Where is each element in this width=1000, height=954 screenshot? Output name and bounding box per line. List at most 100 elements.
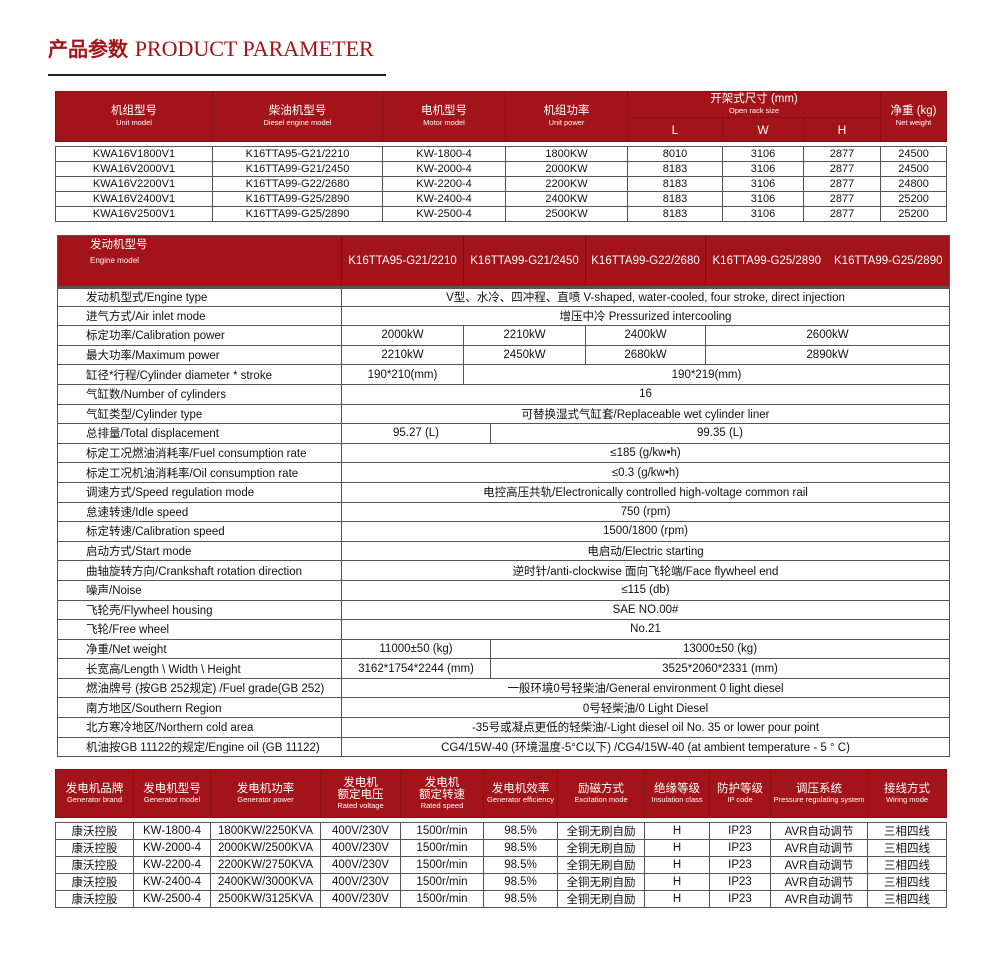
subheader-l: L bbox=[627, 117, 723, 142]
table-cell: K16TTA99-G25/2890 bbox=[212, 191, 383, 207]
table-row: KWA16V2000V1 K16TTA99-G21/2450 KW-2000-4 20… bbox=[55, 161, 948, 177]
spec-label: 曲轴旋转方向/Crankshaft rotation direction bbox=[58, 561, 342, 580]
subheader-w: W bbox=[722, 117, 804, 142]
spec-value: V型、水冷、四冲程、直喷 V-shaped, water-cooled, fou… bbox=[446, 292, 845, 305]
table-cell: KWA16V2500V1 bbox=[55, 206, 213, 222]
spec-row: 飞轮壳/Flywheel housing SAE NO.00# bbox=[58, 599, 949, 620]
spec-label: 最大功率/Maximum power bbox=[58, 345, 342, 365]
engine-model-column: K16TTA99-G25/2890 bbox=[834, 255, 943, 267]
spec-label: 调速方式/Speed regulation mode bbox=[58, 482, 342, 502]
column-header-en: Net weight bbox=[895, 118, 932, 127]
engine-model-column: K16TTA95-G21/2210 bbox=[342, 236, 464, 286]
column-header: 发电机 额定电压 Rated voltage bbox=[320, 769, 401, 818]
spec-value: 750 (rpm) bbox=[620, 505, 671, 518]
spec-row: 进气方式/Air inlet mode 增压中冷 Pressurized inte… bbox=[58, 305, 949, 326]
column-header-cn: 开架式尺寸 (mm) bbox=[710, 93, 798, 105]
spec-row: 最大功率/Maximum power 2210kW 2450kW 2680kW 2890… bbox=[58, 344, 949, 365]
engine-model-column: K16TTA99-G22/2680 bbox=[586, 236, 706, 286]
spec-value: 95.27 (L) bbox=[342, 424, 491, 443]
title-en: PRODUCT PARAMETER bbox=[134, 36, 374, 61]
spec-row: 缸径*行程/Cylinder diameter * stroke 190*210(… bbox=[58, 364, 949, 384]
unit-model-table: 机组型号 Unit model 柴油机型号 Diesel engine model 电机… bbox=[55, 91, 948, 222]
spec-label: 标定功率/Calibration power bbox=[58, 326, 342, 345]
table-cell: KW-2200-4 bbox=[133, 856, 211, 874]
column-header-cn: 发电机品牌 bbox=[65, 782, 124, 795]
table-cell: 2400KW/3000KVA bbox=[210, 873, 321, 891]
spec-value: ≤185 (g/kw•h) bbox=[610, 447, 681, 460]
spec-row: 长宽高/Length \ Width \ Height 3162*1754*224… bbox=[58, 658, 949, 678]
table-cell: 400V/230V bbox=[320, 839, 401, 857]
spec-row: 燃油牌号 (按GB 252规定) /Fuel grade(GB 252) 一般环境… bbox=[58, 677, 949, 698]
column-header-en: Insulation class bbox=[651, 794, 703, 804]
column-header-cn: 电机型号 bbox=[421, 105, 467, 117]
table-cell: 400V/230V bbox=[320, 890, 401, 908]
table-cell: 98.5% bbox=[483, 890, 558, 908]
table-cell: AVR自动调节 bbox=[770, 839, 868, 857]
table-cell: 8010 bbox=[627, 146, 723, 162]
spec-value: 2600kW bbox=[806, 329, 849, 342]
generator-table: 发电机品牌 Generator brand 发电机型号 Generator model… bbox=[55, 769, 947, 908]
table-cell: 3106 bbox=[722, 146, 804, 162]
title-underline bbox=[48, 74, 386, 76]
column-header-en: Generator model bbox=[143, 794, 201, 804]
table-cell: 3106 bbox=[722, 191, 804, 207]
spec-label: 北方寒冷地区/Northern cold area bbox=[58, 718, 342, 737]
table-cell: 2877 bbox=[802, 146, 882, 162]
spec-value: SAE NO.00# bbox=[612, 603, 679, 616]
column-header-en: Open rack size bbox=[728, 106, 780, 115]
spec-row: 总排量/Total displacement 95.27 (L) 99.35 (L) bbox=[58, 423, 949, 443]
table-row: KWA16V2500V1 K16TTA99-G25/2890 KW-2500-4 25… bbox=[55, 206, 948, 222]
table-cell: K16TTA99-G25/2890 bbox=[212, 206, 383, 222]
table-cell: 3106 bbox=[722, 161, 804, 177]
engine-model-column: K16TTA99-G25/2890 K16TTA99-G25/2890 bbox=[706, 236, 949, 286]
table-cell: H bbox=[644, 822, 710, 840]
table-cell: IP23 bbox=[709, 890, 771, 908]
column-header-en: Wiring mode bbox=[885, 794, 929, 804]
table-cell: 2200KW bbox=[505, 176, 628, 192]
column-header-en: Unit model bbox=[116, 118, 152, 127]
table-cell: 全铜无刷自励 bbox=[557, 839, 645, 857]
engine-model-column: K16TTA99-G25/2890 bbox=[712, 255, 821, 267]
table-cell: 1500r/min bbox=[400, 839, 484, 857]
spec-label: 标定工况机油消耗率/Oil consumption rate bbox=[58, 463, 342, 482]
table-cell: IP23 bbox=[709, 822, 771, 840]
spec-value: 电启动/Electric starting bbox=[587, 546, 704, 559]
table-row: 康沃控股 KW-1800-4 1800KW/2250KVA 400V/230V 1500… bbox=[55, 822, 947, 840]
spec-label: 缸径*行程/Cylinder diameter * stroke bbox=[58, 365, 342, 384]
engine-model-header-cn: 发动机型号 bbox=[90, 239, 148, 251]
header-row: 发电机品牌 Generator brand 发电机型号 Generator model… bbox=[55, 769, 947, 818]
table-row: 康沃控股 KW-2000-4 2000KW/2500KVA 400V/230V 1500… bbox=[55, 839, 947, 857]
table-cell: KW-2500-4 bbox=[382, 206, 506, 222]
table-cell: 2500KW/3125KVA bbox=[210, 890, 321, 908]
spec-row: 曲轴旋转方向/Crankshaft rotation direction 逆时针/… bbox=[58, 560, 949, 580]
spec-row: 飞轮/Free wheel No.21 bbox=[58, 619, 949, 639]
column-header: 接线方式 Wiring mode bbox=[867, 769, 947, 818]
spec-label: 燃油牌号 (按GB 252规定) /Fuel grade(GB 252) bbox=[58, 678, 342, 698]
table-cell: KWA16V2200V1 bbox=[55, 176, 213, 192]
column-header-en: Generator efficiency bbox=[487, 794, 554, 804]
table-cell: KW-2500-4 bbox=[133, 890, 211, 908]
spec-row: 净重/Net weight 11000±50 (kg) 13000±50 (kg) bbox=[58, 638, 949, 659]
spec-value: 逆时针/anti-clockwise 面向飞轮端/Face flywheel e… bbox=[512, 565, 779, 578]
table-cell: 全铜无刷自励 bbox=[557, 873, 645, 891]
title-cn: 产品参数 bbox=[48, 37, 128, 61]
column-header-en: Diesel engine model bbox=[263, 118, 332, 127]
spec-value: 2210kW bbox=[342, 345, 464, 365]
table-cell: 全铜无刷自励 bbox=[557, 890, 645, 908]
spec-value: 电控高压共轨/Electronically controlled high-vo… bbox=[483, 487, 808, 500]
engine-model-column: K16TTA99-G21/2450 bbox=[464, 236, 586, 286]
column-header-cn: 发电机 额定转速 bbox=[419, 776, 465, 801]
header-row: 发动机型号 Engine model K16TTA95-G21/2210 K16TTA… bbox=[58, 236, 949, 286]
table-cell: 2500KW bbox=[505, 206, 628, 222]
column-header-cn: 机组功率 bbox=[543, 105, 590, 117]
column-header: 发电机 额定转速 Rated speed bbox=[400, 769, 484, 818]
spec-row: 机油按GB 11122的规定/Engine oil (GB 11122) CG4/… bbox=[58, 736, 949, 757]
spec-row: 标定功率/Calibration power 2000kW 2210kW 2400kW… bbox=[58, 325, 949, 345]
spec-label: 总排量/Total displacement bbox=[58, 424, 342, 443]
table-cell: 1800KW/2250KVA bbox=[210, 822, 321, 840]
spec-row: 标定工况机油消耗率/Oil consumption rate ≤0.3 (g/kw… bbox=[58, 462, 949, 482]
table-cell: H bbox=[644, 839, 710, 857]
table-cell: 25200 bbox=[880, 206, 948, 222]
